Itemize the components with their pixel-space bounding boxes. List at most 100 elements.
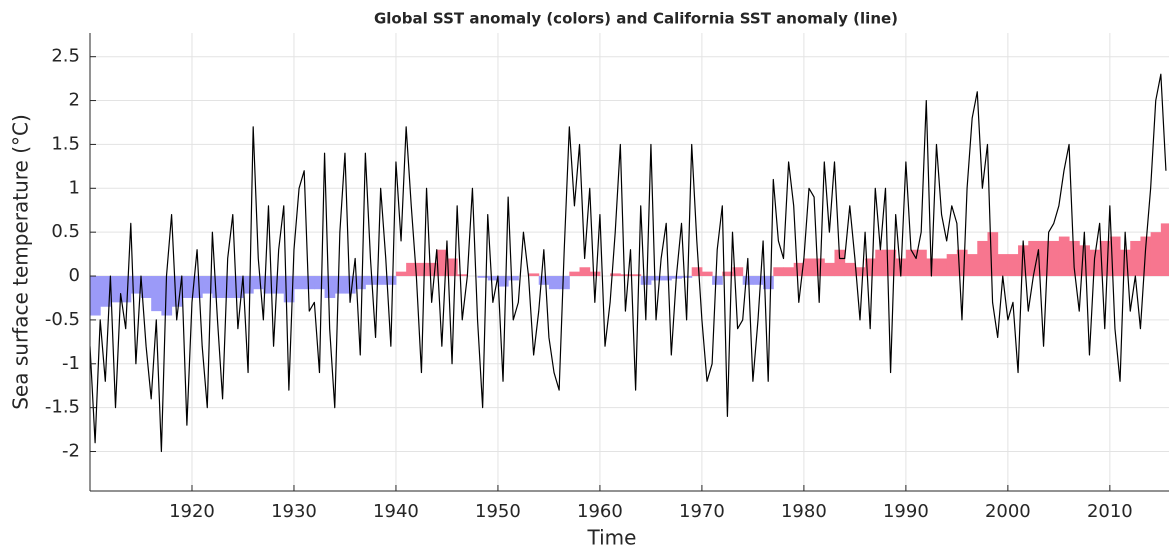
anomaly-bar	[487, 276, 499, 281]
x-tick-label: 1930	[271, 501, 317, 522]
anomaly-bar	[130, 276, 142, 294]
y-tick-label: -0.5	[45, 309, 80, 330]
anomaly-bar	[691, 267, 703, 277]
anomaly-bar	[140, 276, 152, 298]
anomaly-bar	[395, 271, 407, 277]
anomaly-bar	[477, 276, 489, 278]
anomaly-bar	[967, 254, 978, 277]
y-tick-label: -1.5	[45, 397, 80, 418]
x-tick-label: 1990	[883, 501, 929, 522]
anomaly-bar	[1079, 245, 1090, 277]
anomaly-bar	[752, 276, 764, 285]
anomaly-bar	[457, 274, 468, 277]
anomaly-bar	[191, 276, 203, 298]
anomaly-bar	[100, 276, 111, 307]
anomaly-bar	[793, 262, 805, 277]
anomaly-bar	[497, 276, 509, 287]
anomaly-bar	[589, 271, 601, 277]
anomaly-bar	[1130, 240, 1141, 277]
anomaly-bar	[324, 276, 336, 298]
anomaly-bar	[1069, 240, 1080, 277]
anomaly-bar	[742, 276, 754, 285]
anomaly-bar	[712, 276, 723, 285]
line	[90, 73, 1167, 453]
anomaly-bar	[314, 276, 326, 290]
anomaly-bar	[1140, 236, 1152, 277]
anomaly-bar	[701, 271, 713, 277]
anomaly-bar	[610, 273, 621, 277]
y-tick-label: -1	[62, 353, 80, 374]
anomaly-bar	[171, 276, 183, 307]
x-axis-label: Time	[587, 526, 637, 550]
x-tick-label: 2010	[1087, 501, 1133, 522]
x-tick-label: 1980	[781, 501, 827, 522]
anomaly-bar	[905, 249, 917, 277]
anomaly-bar	[375, 276, 387, 285]
anomaly-bar	[997, 254, 1009, 277]
anomaly-bar	[579, 267, 591, 277]
anomaly-bar	[650, 276, 662, 281]
anomaly-bar	[426, 262, 438, 277]
anomaly-bar	[1058, 236, 1070, 277]
anomaly-bar	[732, 267, 744, 277]
anomaly-bar	[773, 267, 784, 277]
anomaly-bar	[987, 232, 999, 277]
anomaly-bar	[814, 258, 825, 277]
anomaly-bar	[834, 249, 846, 277]
anomaly-bar	[242, 276, 254, 294]
anomaly-bar	[232, 276, 244, 298]
anomaly-bar	[620, 274, 632, 277]
anomaly-bar	[273, 276, 285, 294]
anomaly-bar	[916, 249, 927, 277]
anomaly-bar	[548, 276, 560, 290]
anomaly-bar	[1099, 240, 1111, 277]
anomaly-bar	[1038, 240, 1050, 277]
anomaly-bar	[865, 258, 876, 277]
anomaly-bar	[1120, 249, 1131, 277]
chart-title: Global SST anomaly (colors) and Californ…	[374, 10, 898, 28]
anomaly-bar	[355, 276, 366, 290]
anomaly-bar	[436, 249, 448, 277]
anomaly-bar	[508, 276, 519, 281]
anomaly-bar	[559, 276, 570, 290]
anomaly-bar	[763, 276, 774, 290]
y-axis-label: Sea surface temperature (°C)	[9, 114, 33, 410]
anomaly-bar	[630, 274, 642, 277]
anomaly-bar	[824, 262, 835, 277]
anomaly-bar	[875, 249, 886, 277]
anomaly-bar	[283, 276, 295, 303]
anomaly-bar	[1160, 223, 1169, 277]
anomaly-bar	[640, 276, 652, 285]
anomaly-bar	[161, 276, 173, 316]
grid	[90, 33, 1169, 491]
anomaly-bar	[1150, 232, 1162, 277]
anomaly-bar	[528, 273, 540, 277]
anomaly-bar	[385, 276, 397, 285]
anomaly-bar	[263, 276, 275, 294]
anomaly-bar	[304, 276, 315, 290]
anomaly-bar	[253, 276, 264, 290]
anomaly-bar	[334, 276, 346, 294]
anomaly-bar	[844, 262, 856, 277]
anomaly-bar	[854, 267, 866, 277]
plot-area	[90, 73, 1169, 453]
anomaly-bar	[416, 262, 428, 277]
x-tick-label: 1960	[577, 501, 623, 522]
anomaly-bar	[783, 267, 795, 277]
anomaly-bar	[722, 271, 734, 277]
anomaly-bar	[120, 276, 132, 303]
anomaly-bar	[681, 276, 693, 278]
anomaly-bar	[936, 258, 948, 277]
y-tick-label: 2	[69, 90, 80, 111]
anomaly-bar	[406, 262, 417, 277]
anomaly-bar	[538, 276, 550, 285]
x-tick-label: 1950	[475, 501, 521, 522]
y-tick-label: 2.5	[51, 46, 80, 67]
anomaly-bar	[569, 271, 581, 277]
anomaly-bar	[212, 276, 224, 298]
anomaly-bar	[1109, 236, 1121, 277]
anomaly-bar	[1048, 240, 1060, 277]
anomaly-bar	[803, 258, 815, 277]
y-tick-label: -2	[62, 441, 80, 462]
